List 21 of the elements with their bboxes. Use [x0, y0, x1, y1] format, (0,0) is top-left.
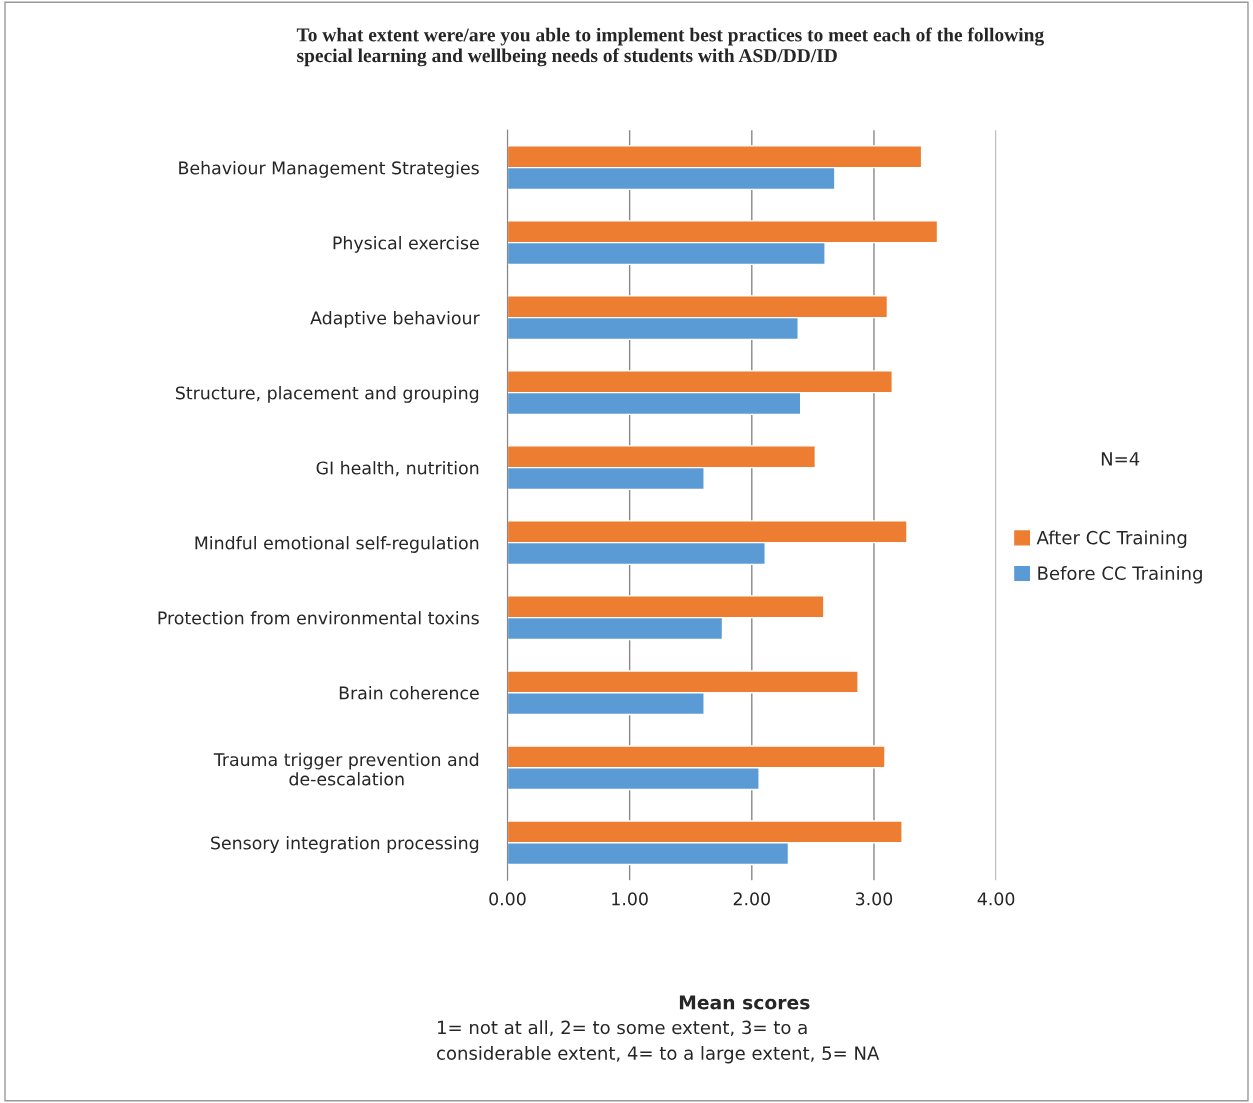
legend-label: Before CC Training: [1038, 566, 1202, 584]
y-tick-label: Physical exercise: [333, 236, 479, 253]
x-tick-label: 4.00: [977, 892, 1015, 906]
y-tick-label: Behaviour Management Strategies: [179, 161, 479, 178]
y-tick-label: Mindful emotional self-regulation: [195, 536, 479, 553]
y-tick-label: Brain coherence: [339, 686, 479, 700]
text: 1= not at all, 2= to some extent, 3= to a considerable extent, 4= to a large extent, 5= NA: [437, 1020, 880, 1064]
y-tick-label: Adaptive behaviour: [310, 311, 480, 328]
y-tick-label: Trauma trigger prevention and de-escalation: [213, 752, 479, 786]
chart-title: To what extent were/are you able to implement best practices to meet each of the following special learning and wellbeing needs of students with ASD/DD/ID: [296, 27, 1044, 67]
text: N=4: [1101, 452, 1140, 466]
y-tick-label: Structure, placement and grouping: [175, 386, 479, 403]
legend-label: After CC Training: [1036, 530, 1187, 548]
y-tick-label: Protection from environmental toxins: [158, 611, 479, 625]
x-tick-label: 3.00: [855, 892, 893, 906]
x-tick-label: 0.00: [489, 892, 526, 906]
x-tick-label: 2.00: [733, 892, 770, 906]
y-tick-label: GI health, nutrition: [316, 461, 479, 477]
y-tick-label: Sensory integration processing: [211, 836, 479, 853]
x-axis-title: Mean scores: [679, 995, 810, 1010]
x-tick-label: 1.00: [612, 892, 648, 906]
